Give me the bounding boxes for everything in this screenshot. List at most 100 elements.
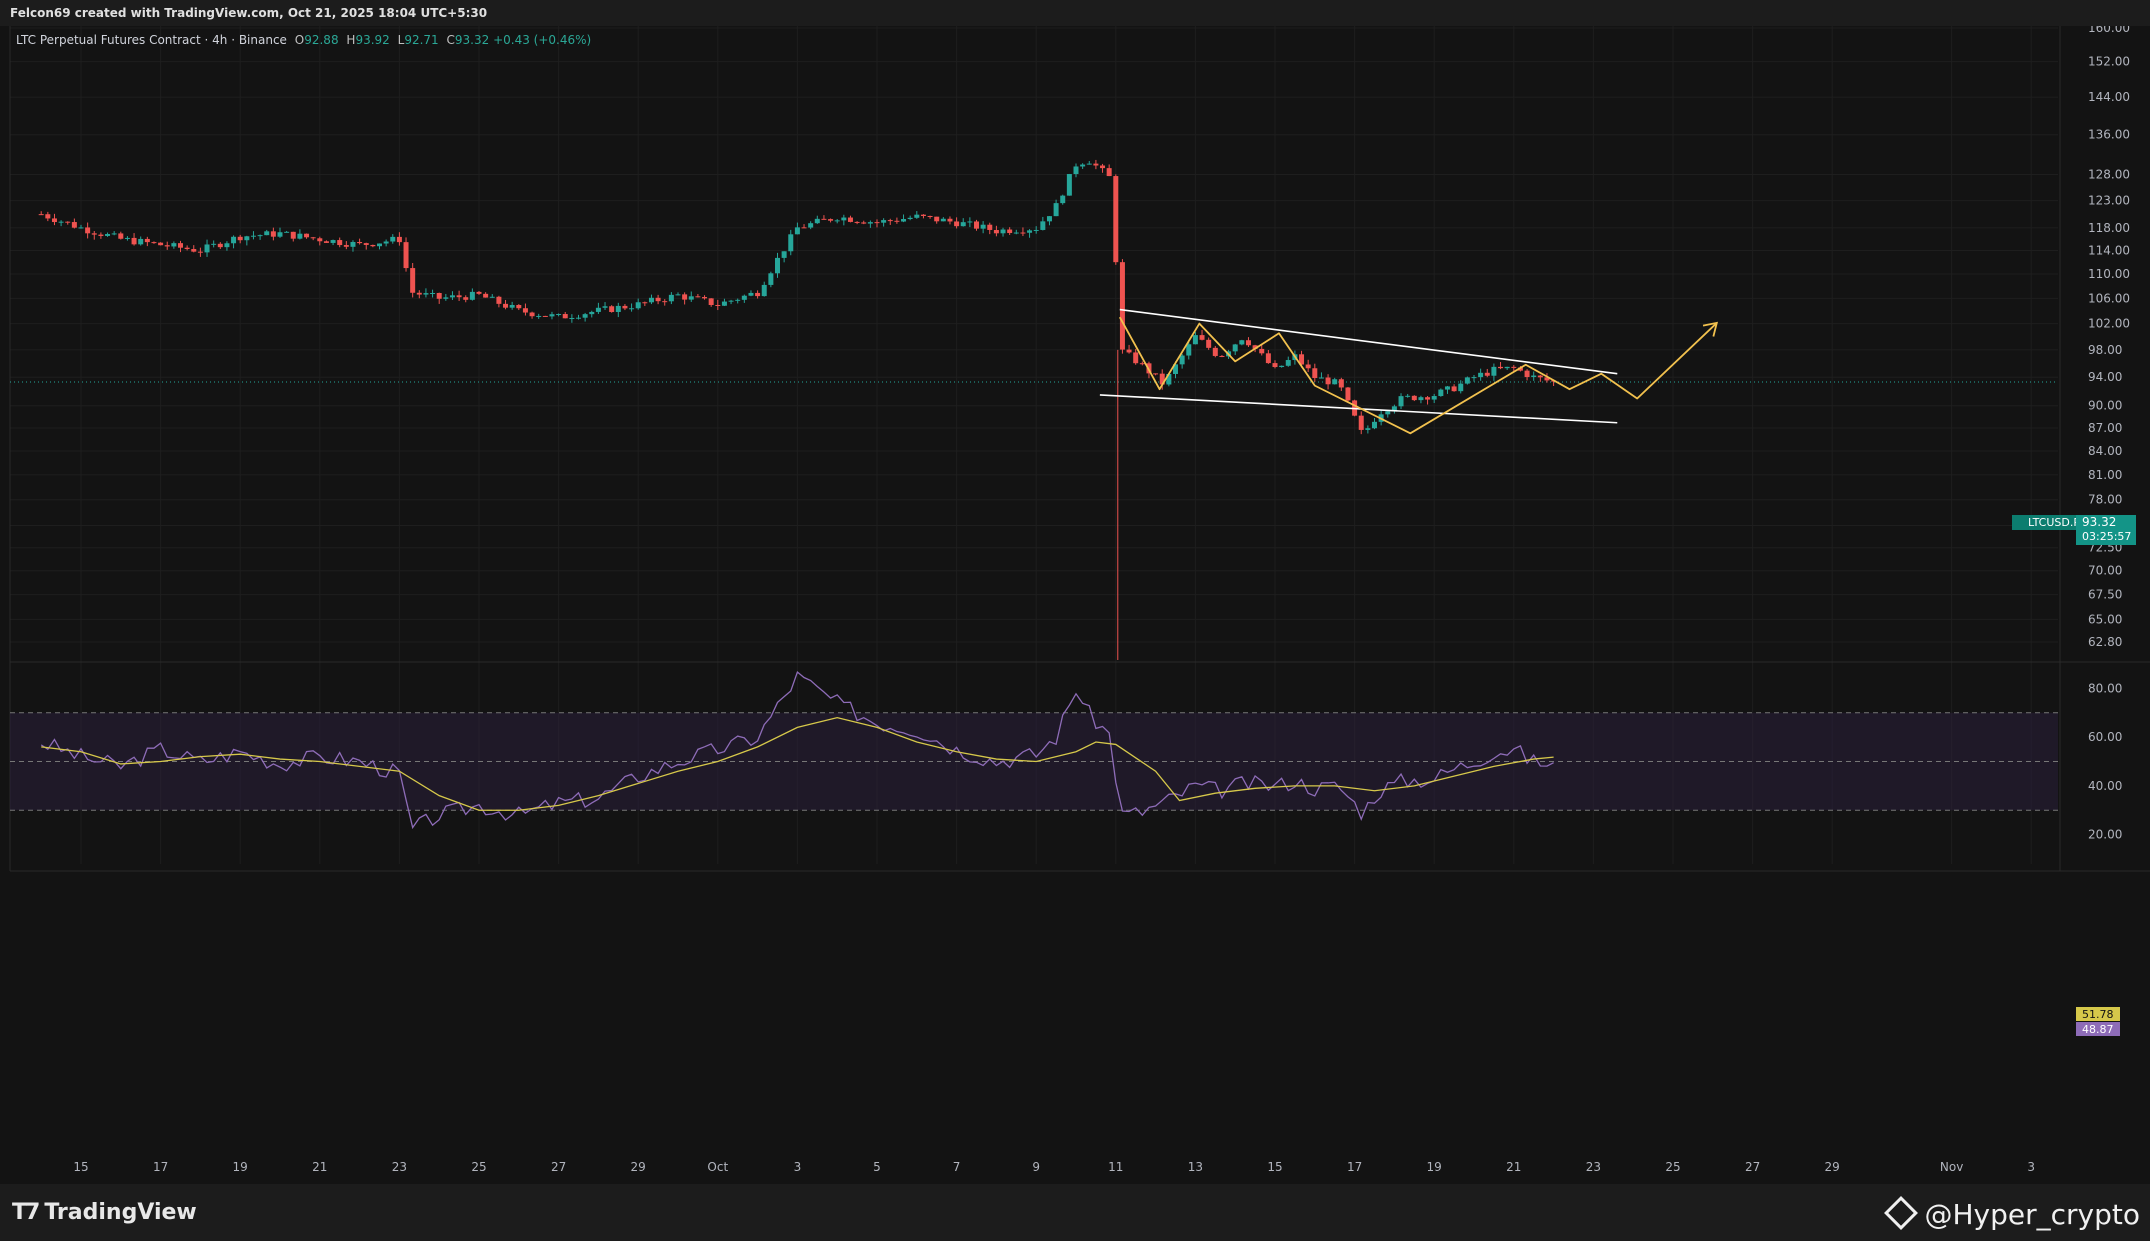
candle-body (131, 237, 137, 245)
candle-body (901, 219, 907, 222)
candle-body (270, 231, 276, 237)
candle-body (151, 242, 157, 244)
candle-body (854, 221, 860, 223)
candle-body (556, 314, 562, 316)
candle-body (1192, 335, 1198, 345)
candle-body (1153, 373, 1159, 375)
candle-body (436, 292, 442, 299)
candle-body (881, 220, 887, 223)
candle-body (1020, 232, 1026, 234)
candle-body (509, 304, 515, 308)
rsi-axis[interactable]: 80.00 60.00 40.00 20.00 (2088, 681, 2122, 841)
rsi-tick-label: 80.00 (2088, 681, 2122, 695)
candle-body (317, 238, 323, 242)
candle-body (609, 306, 615, 312)
author-credit-text: @Hyper_crypto (1924, 1198, 2141, 1231)
rsi-series (40, 670, 1554, 830)
candle-body (1464, 377, 1470, 384)
candle-body (118, 233, 124, 239)
candle-body (377, 243, 382, 247)
candle-body (310, 237, 316, 239)
candle-body (1425, 397, 1431, 400)
candle-body (1299, 354, 1305, 365)
candle-body (615, 305, 621, 312)
candle-body (78, 227, 84, 229)
candle-body (204, 244, 210, 253)
candle-body (887, 220, 893, 222)
candle-body (1073, 166, 1079, 175)
chart-canvas[interactable]: 160.00 152.00 144.00 136.00 128.00 123.00 118.… (0, 26, 2150, 1184)
candle-body (105, 234, 111, 236)
time-axis[interactable]: 15 17 19 21 23 25 27 29 Oct 3 5 7 9 11 13 15 17 19 21 23 25 2… (73, 1160, 2035, 1174)
candle-body (967, 221, 973, 223)
candle-body (821, 218, 827, 220)
time-tick-label: 17 (1347, 1160, 1362, 1174)
candle-body (51, 218, 57, 223)
price-tick-label: 62.80 (2088, 635, 2122, 649)
candle-body (1199, 335, 1205, 340)
candle-body (45, 214, 51, 219)
candle-body (741, 295, 747, 300)
candle-body (1186, 344, 1192, 356)
candle-body (58, 221, 64, 223)
candle-body (1305, 364, 1311, 369)
candle-body (702, 297, 708, 299)
candle-body (1173, 364, 1178, 374)
candle-body (65, 221, 71, 223)
candle-body (1219, 355, 1225, 357)
candle-body (549, 314, 555, 317)
candle-body (264, 231, 270, 236)
candle-body (536, 315, 542, 317)
projection-path (1118, 316, 1718, 435)
candle-body (1517, 367, 1523, 371)
candle-body (847, 217, 853, 222)
candle-body (1245, 340, 1251, 346)
candle-body (1166, 373, 1172, 385)
candle-body (1060, 195, 1066, 204)
candle-body (542, 315, 548, 317)
candle-body (164, 245, 170, 247)
candle-body (244, 236, 250, 241)
author-credit: @Hyper_crypto (1883, 1196, 2141, 1231)
candle-body (861, 222, 867, 224)
candle-body (781, 251, 787, 258)
time-tick-label: 27 (551, 1160, 566, 1174)
candle-body (469, 291, 475, 300)
candle-body (1179, 355, 1185, 365)
candle-body (111, 233, 117, 235)
price-tick-label: 123.00 (2088, 194, 2130, 208)
candle-body (496, 296, 502, 304)
footer-bar: T7 TradingView @Hyper_crypto (0, 1184, 2150, 1241)
candle-body (1325, 377, 1331, 385)
price-tick-label: 67.50 (2088, 588, 2122, 602)
candle-body (1040, 221, 1046, 230)
candle-body (1444, 386, 1450, 390)
candle-body (483, 293, 489, 298)
rsi-ma-tag (2076, 1007, 2120, 1021)
candle-body (1418, 397, 1424, 401)
candle-body (390, 236, 396, 242)
candle-body (1491, 366, 1497, 376)
candle-body (834, 220, 840, 222)
price-tag-countdown: 03:25:57 (2082, 530, 2131, 543)
time-tick-label: 5 (873, 1160, 881, 1174)
candle-body (927, 215, 933, 217)
candle-body (960, 222, 966, 227)
symbol-tag (2012, 515, 2096, 530)
candle-body (449, 295, 455, 298)
tradingview-logo[interactable]: T7 TradingView (12, 1200, 197, 1225)
price-tick-label: 106.00 (2088, 291, 2130, 305)
candle-body (1027, 230, 1033, 233)
time-tick-label: 9 (1032, 1160, 1040, 1174)
candlestick-series (38, 159, 1557, 660)
candle-body (1478, 372, 1484, 378)
candle-body (370, 244, 376, 247)
candle-body (71, 222, 77, 228)
candle-body (589, 311, 595, 315)
chart-background (0, 26, 2150, 1184)
candle-body (974, 221, 979, 229)
price-tick-label: 78.00 (2088, 493, 2122, 507)
time-tick-label: 3 (2027, 1160, 2035, 1174)
candle-body (231, 236, 237, 244)
candle-body (675, 294, 681, 296)
